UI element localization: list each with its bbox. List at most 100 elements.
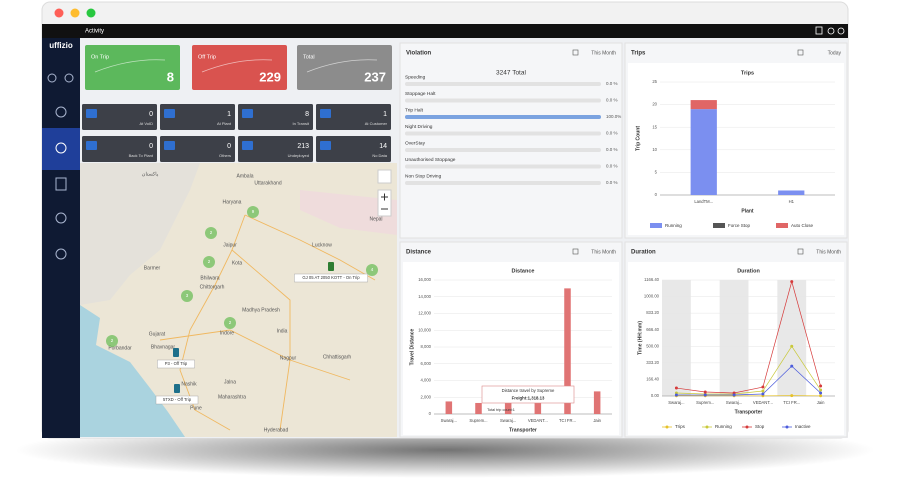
legend-label: Running [715, 424, 732, 429]
location-tile[interactable] [160, 136, 235, 162]
tile-icon [320, 141, 331, 150]
analytics-icon[interactable] [55, 212, 67, 224]
map-cluster[interactable] [366, 264, 378, 276]
y-axis-label: Travel Distance [409, 328, 415, 365]
location-tile[interactable] [82, 104, 157, 130]
data-point[interactable] [703, 393, 707, 397]
y-axis-label: Time (HH:mm) [637, 321, 643, 355]
data-point[interactable] [674, 393, 678, 397]
maximize-dot[interactable] [86, 8, 96, 18]
violation-panel [399, 42, 623, 239]
location-tile[interactable] [160, 104, 235, 130]
legend-label: Inactive [795, 424, 811, 429]
map-place: Nepal [369, 216, 382, 222]
map-cluster[interactable] [247, 206, 259, 218]
status-tile[interactable] [297, 45, 392, 90]
data-point[interactable] [819, 394, 823, 398]
data-point[interactable] [703, 390, 707, 394]
location-tile[interactable] [238, 104, 313, 130]
legend-swatch[interactable] [713, 223, 725, 228]
x-tick-label: Swaraj... [441, 418, 457, 423]
map-place: Bhavnagar [151, 344, 176, 350]
tooltip-freight: Freight:1,318.13 [512, 396, 545, 401]
data-point[interactable] [761, 389, 765, 393]
y-tick-label: 1000.00 [644, 294, 660, 299]
vehicle-marker[interactable] [328, 262, 334, 271]
y-tick-label: 166.40 [646, 377, 659, 382]
data-point[interactable] [790, 364, 794, 368]
location-tile[interactable] [316, 104, 391, 130]
tile-icon [86, 109, 97, 118]
minimize-dot[interactable] [70, 8, 80, 18]
data-point[interactable] [761, 392, 765, 396]
tile-decoration [94, 59, 166, 73]
vehicle-marker[interactable] [174, 384, 180, 393]
y-tick-label: 500.00 [646, 343, 659, 348]
user-icon[interactable] [47, 73, 57, 83]
status-tile[interactable] [192, 45, 287, 90]
map-cluster[interactable] [224, 317, 236, 329]
map-place: Hyderabad [264, 427, 289, 433]
gear-icon[interactable] [827, 27, 835, 35]
bar [534, 401, 542, 414]
tile-icon [86, 141, 97, 150]
tile-value: 237 [364, 69, 386, 84]
violation-name: Stoppage Halt [405, 91, 436, 97]
alert-icon[interactable] [64, 73, 74, 83]
data-point[interactable] [790, 344, 794, 348]
tile-label: On Trip [91, 54, 109, 60]
y-tick-label: 12,000 [418, 311, 431, 316]
y-tick-label: 20 [652, 102, 657, 107]
tile-value: 0 [227, 143, 231, 150]
data-point[interactable] [732, 393, 736, 397]
location-tile[interactable] [238, 136, 313, 162]
panel-title: Distance [406, 250, 432, 256]
report-icon[interactable] [55, 177, 67, 191]
map-cluster[interactable] [106, 335, 118, 347]
map-search[interactable] [377, 169, 392, 184]
data-point[interactable] [819, 384, 823, 388]
status-tile[interactable] [85, 45, 180, 90]
map-region [80, 163, 200, 305]
location-tile[interactable] [316, 136, 391, 162]
road [231, 249, 291, 431]
map-region [300, 190, 397, 235]
sidebar-active [42, 128, 80, 170]
y-tick-label: 333.20 [646, 360, 659, 365]
chart-title: Trips [741, 70, 754, 76]
help-icon[interactable] [837, 27, 845, 35]
data-point[interactable] [674, 386, 678, 390]
tile-decoration [201, 59, 273, 73]
cluster-count: 9 [252, 209, 255, 214]
y-tick-label: 10,000 [418, 327, 431, 332]
category-band [719, 280, 749, 396]
y-tick-label: 0.00 [651, 393, 660, 398]
data-point[interactable] [790, 280, 794, 284]
dashboard-icon[interactable] [55, 106, 67, 118]
data-point[interactable] [819, 391, 823, 395]
tracking-icon[interactable] [55, 142, 67, 154]
x-tick-label: Suprem... [696, 400, 714, 405]
map-cluster[interactable] [205, 227, 217, 239]
map-cluster[interactable] [203, 256, 215, 268]
map-place: Nashik [181, 381, 197, 387]
vehicle-marker[interactable] [173, 348, 179, 357]
panel-period: Today [828, 50, 842, 56]
bar [593, 391, 601, 414]
violation-value: 0.0 % [606, 180, 618, 185]
close-dot[interactable] [54, 8, 64, 18]
settings-icon[interactable] [55, 248, 67, 260]
data-point[interactable] [819, 388, 823, 392]
series-line [676, 365, 821, 396]
tile-value: 229 [259, 69, 281, 84]
legend-swatch[interactable] [776, 223, 788, 228]
legend-swatch[interactable] [650, 223, 662, 228]
tile-label: At Plant [217, 121, 232, 126]
map-place: Gujarat [149, 331, 166, 337]
data-point[interactable] [761, 385, 765, 389]
x-tick-label: Jain [593, 418, 601, 423]
map-cluster[interactable] [181, 290, 193, 302]
notification-icon[interactable] [815, 26, 823, 35]
data-point[interactable] [790, 394, 794, 398]
location-tile[interactable] [82, 136, 157, 162]
